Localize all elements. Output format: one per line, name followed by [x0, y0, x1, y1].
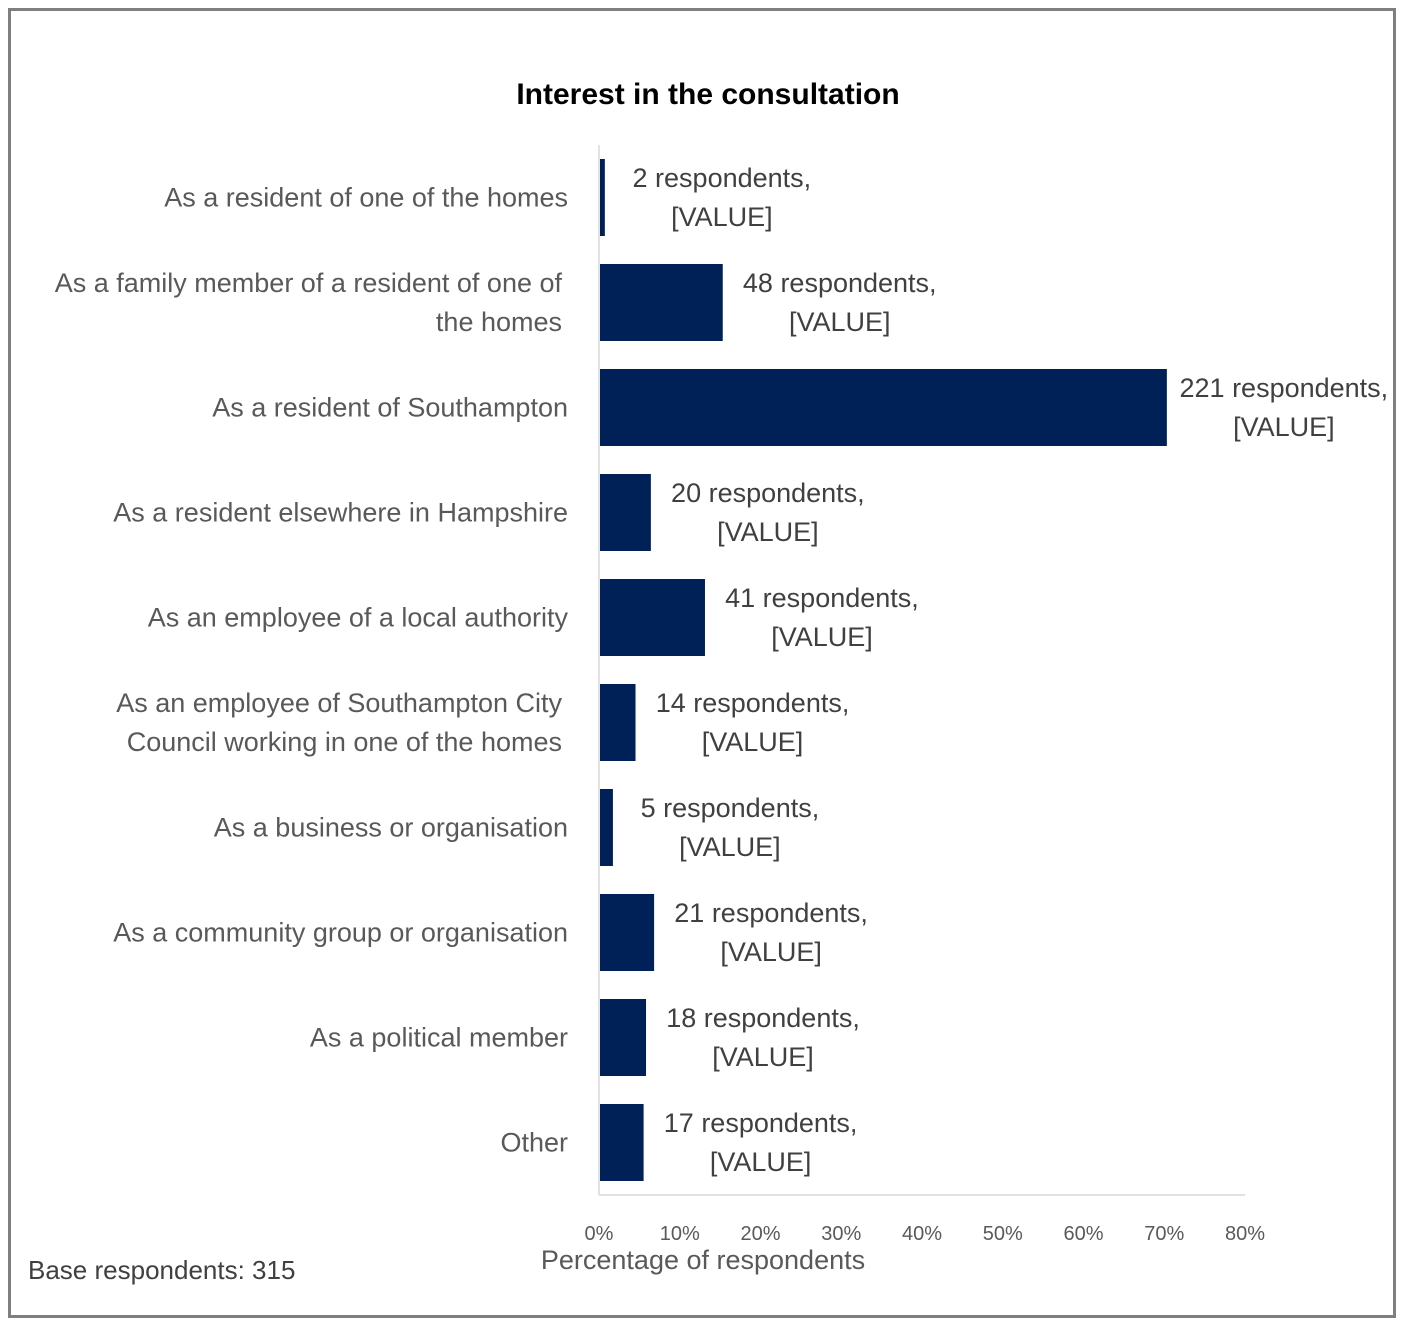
data-label: 5 respondents, [641, 793, 820, 823]
data-labels: 2 respondents, [VALUE] 48 respondents, [VAL… [633, 163, 1389, 1177]
bar [600, 159, 605, 236]
category-label: As an employee of a local authority [148, 603, 569, 633]
x-tick-label: 60% [1063, 1223, 1103, 1245]
category-label: As a resident of Southampton [212, 393, 568, 423]
bar [600, 369, 1167, 446]
bar [600, 1104, 644, 1181]
bar [600, 999, 647, 1076]
x-tick-label: 80% [1225, 1223, 1265, 1245]
category-label: As a political member [310, 1023, 568, 1053]
bar [600, 789, 613, 866]
chart-title: Interest in the consultation [516, 78, 899, 111]
x-tick-label: 70% [1144, 1223, 1184, 1245]
x-tick-label: 20% [740, 1223, 780, 1245]
category-label: Other [500, 1128, 568, 1158]
x-axis-title: Percentage of respondents [541, 1245, 865, 1275]
category-label: As a resident of one of the homes [164, 183, 568, 213]
data-label: 48 respondents, [743, 268, 937, 298]
category-label: As a business or organisation [214, 813, 568, 843]
data-label: 20 respondents, [671, 478, 865, 508]
data-label: [VALUE] [710, 1147, 812, 1177]
bar [600, 579, 705, 656]
data-label: 14 respondents, [656, 688, 850, 718]
bar [600, 684, 636, 761]
bar [600, 264, 723, 341]
data-label: [VALUE] [1233, 412, 1335, 442]
data-label: [VALUE] [717, 517, 819, 547]
data-label: 17 respondents, [664, 1108, 858, 1138]
x-tick-label: 50% [983, 1223, 1023, 1245]
x-tick-label: 40% [902, 1223, 942, 1245]
category-label: As an employee of Southampton City [116, 688, 562, 718]
category-label: Council working in one of the homes [127, 727, 562, 757]
data-label: [VALUE] [702, 727, 804, 757]
x-tick-label: 10% [660, 1223, 700, 1245]
category-label: As a family member of a resident of one … [55, 268, 563, 298]
data-label: [VALUE] [712, 1042, 814, 1072]
bar [600, 474, 651, 551]
category-labels: As a resident of one of the homes As a fa… [55, 183, 569, 1158]
x-tick-label: 30% [821, 1223, 861, 1245]
category-label: As a resident elsewhere in Hampshire [113, 498, 568, 528]
data-label: 41 respondents, [725, 583, 919, 613]
data-label: [VALUE] [771, 622, 873, 652]
data-label: 221 respondents, [1180, 373, 1389, 403]
data-label: [VALUE] [679, 832, 781, 862]
category-label: the homes [436, 307, 562, 337]
data-label: [VALUE] [671, 202, 773, 232]
category-label: As a community group or organisation [113, 918, 568, 948]
base-respondents-note: Base respondents: 315 [28, 1255, 295, 1285]
bars [600, 159, 1167, 1181]
data-label: [VALUE] [720, 937, 822, 967]
x-tick-label: 0% [585, 1223, 614, 1245]
x-axis-ticks: 0% 10% 20% 30% 40% 50% 60% 70% 80% [585, 1223, 1266, 1245]
bar [600, 894, 655, 971]
data-label: 2 respondents, [633, 163, 812, 193]
data-label: 18 respondents, [666, 1003, 860, 1033]
data-label: [VALUE] [789, 307, 891, 337]
data-label: 21 respondents, [674, 898, 868, 928]
